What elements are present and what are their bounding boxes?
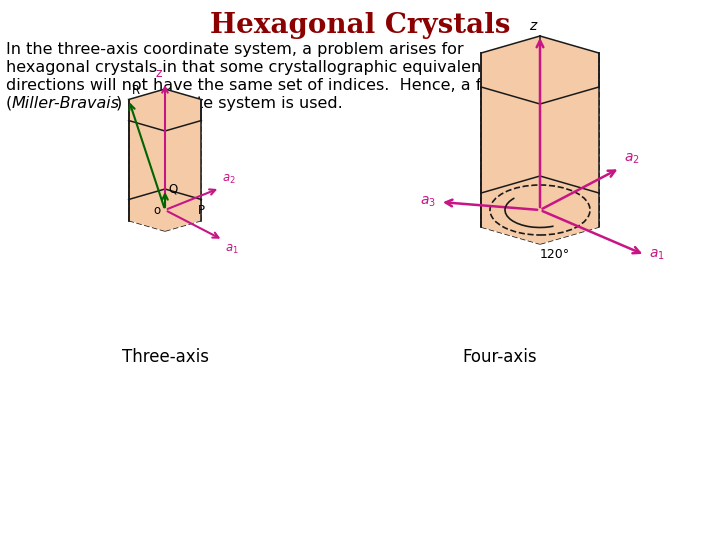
Text: o: o [153, 204, 160, 217]
Text: Q: Q [168, 183, 177, 195]
Text: hexagonal crystals in that some crystallographic equivalent: hexagonal crystals in that some crystall… [6, 60, 487, 75]
Polygon shape [540, 36, 599, 193]
Text: In the three-axis coordinate system, a problem arises for: In the three-axis coordinate system, a p… [6, 42, 464, 57]
Text: Miller-Bravais: Miller-Bravais [12, 96, 120, 111]
Polygon shape [165, 89, 202, 199]
Text: P: P [198, 205, 205, 218]
Polygon shape [129, 189, 202, 231]
Text: $a_1$: $a_1$ [649, 248, 665, 262]
Text: Four-axis: Four-axis [463, 348, 537, 366]
Text: $a_2$: $a_2$ [222, 173, 235, 186]
Polygon shape [481, 176, 599, 244]
Polygon shape [129, 89, 165, 199]
Text: $a_1$: $a_1$ [225, 243, 239, 256]
Text: $a_2$: $a_2$ [624, 152, 640, 166]
Text: 120°: 120° [540, 248, 570, 261]
Polygon shape [481, 36, 540, 193]
Text: R: R [132, 84, 140, 98]
Text: directions will not have the same set of indices.  Hence, a four-axis: directions will not have the same set of… [6, 78, 545, 93]
Text: $a_3$: $a_3$ [420, 195, 436, 209]
Text: Hexagonal Crystals: Hexagonal Crystals [210, 12, 510, 39]
Text: z: z [156, 67, 162, 80]
Polygon shape [129, 89, 202, 131]
Text: z: z [528, 19, 536, 33]
Text: ) coordinate system is used.: ) coordinate system is used. [116, 96, 343, 111]
Text: Three-axis: Three-axis [122, 348, 209, 366]
Polygon shape [481, 36, 599, 104]
Text: (: ( [6, 96, 12, 111]
